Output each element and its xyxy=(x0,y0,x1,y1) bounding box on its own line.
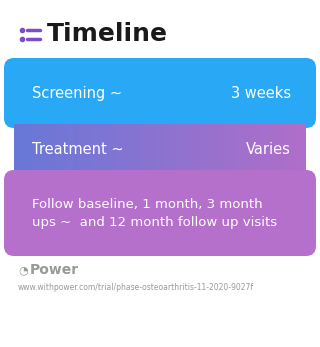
Text: www.withpower.com/trial/phase-osteoarthritis-11-2020-9027f: www.withpower.com/trial/phase-osteoarthr… xyxy=(18,283,254,293)
Text: Power: Power xyxy=(30,263,79,277)
Text: ◔: ◔ xyxy=(18,265,28,275)
Text: Varies: Varies xyxy=(246,142,291,156)
FancyBboxPatch shape xyxy=(4,170,316,256)
Text: Timeline: Timeline xyxy=(47,22,168,46)
Text: 3 weeks: 3 weeks xyxy=(231,85,291,101)
Text: Screening ~: Screening ~ xyxy=(32,85,122,101)
Text: Follow baseline, 1 month, 3 month
ups ~  and 12 month follow up visits: Follow baseline, 1 month, 3 month ups ~ … xyxy=(32,197,277,229)
FancyBboxPatch shape xyxy=(4,58,316,128)
Text: Treatment ~: Treatment ~ xyxy=(32,142,124,156)
